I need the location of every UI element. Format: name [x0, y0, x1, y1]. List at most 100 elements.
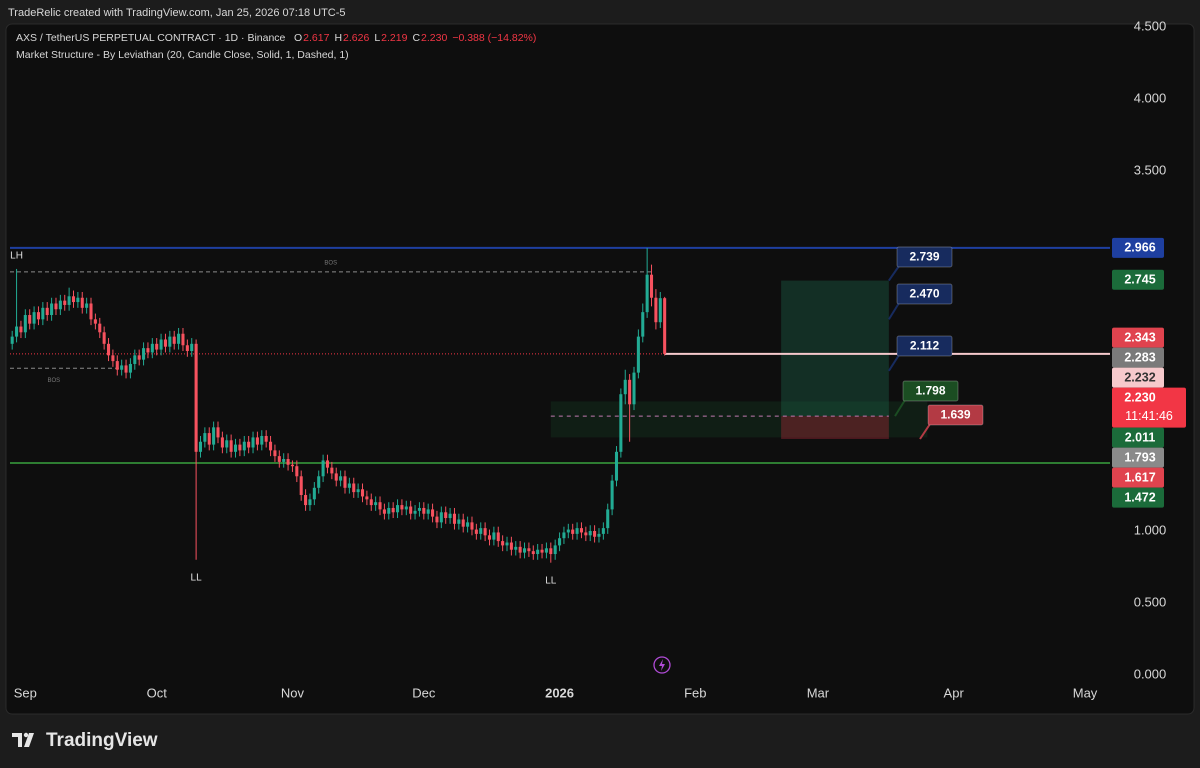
price-label-box	[1112, 487, 1164, 508]
candle-body	[277, 456, 281, 462]
loss-box	[781, 416, 889, 439]
candle-body	[273, 450, 277, 457]
candle-body	[247, 441, 251, 448]
candle-body	[387, 507, 391, 514]
pivot-label: LL	[545, 575, 557, 586]
price-label-box	[1112, 367, 1164, 388]
candle-body	[360, 489, 365, 497]
candle-body	[23, 315, 27, 333]
candle-body	[98, 323, 102, 333]
callout-leader	[888, 302, 900, 320]
price-label: 2.966	[1124, 241, 1155, 255]
candle-body	[106, 343, 111, 356]
candle-body	[194, 343, 198, 452]
callout-leader	[888, 265, 900, 282]
candle-body	[282, 459, 286, 462]
x-tick-label: Mar	[807, 685, 830, 700]
candle-body	[509, 542, 513, 550]
price-label-box	[1112, 427, 1164, 448]
candle-body	[225, 440, 229, 448]
candle-body	[15, 326, 19, 337]
price-label-box	[1112, 327, 1164, 348]
candle-body	[553, 545, 557, 555]
x-tick-label: Sep	[14, 685, 37, 700]
y-tick-label: 0.500	[1134, 594, 1167, 609]
candle-body	[233, 444, 238, 452]
candle-body	[19, 326, 23, 333]
candle-body	[558, 538, 562, 546]
candle-body	[431, 509, 435, 517]
candle-body	[50, 303, 54, 316]
candle-body	[308, 499, 312, 506]
price-label-box	[1112, 269, 1164, 290]
price-label-box	[1112, 467, 1164, 488]
candle-body	[439, 512, 443, 523]
candle-body	[216, 427, 220, 438]
candle-body	[483, 528, 487, 536]
callout-leader	[919, 423, 931, 440]
candle-body	[238, 444, 242, 451]
legend-value: 2.219	[381, 32, 407, 44]
candle-body	[356, 489, 360, 493]
bos-label: BOS	[47, 378, 60, 384]
candle-body	[251, 437, 255, 448]
pivot-label: LH	[10, 251, 23, 262]
x-tick-label: Oct	[147, 685, 168, 700]
candle-body	[155, 343, 159, 350]
candle-body	[177, 333, 181, 344]
candle-body	[28, 315, 32, 324]
logo-dot	[23, 732, 29, 738]
candle-body	[41, 307, 45, 320]
candle-body	[115, 361, 119, 370]
candle-body	[71, 296, 76, 303]
x-tick-label: Apr	[944, 685, 965, 700]
candle-body	[391, 507, 395, 513]
candle-body	[369, 499, 373, 506]
legend-title: AXS / TetherUS PERPETUAL CONTRACT · 1D ·…	[16, 32, 286, 44]
candle-body	[260, 435, 264, 445]
candle-body	[220, 437, 224, 448]
candle-body	[654, 297, 658, 323]
candle-body	[641, 312, 645, 337]
candle-body	[562, 532, 566, 539]
candle-body	[159, 339, 163, 350]
callout-leader	[888, 354, 900, 372]
candle-body	[374, 502, 378, 506]
candle-body	[181, 333, 185, 346]
x-tick-label: May	[1073, 685, 1098, 700]
candle-body	[400, 505, 404, 510]
candle-body	[317, 476, 321, 488]
candle-body	[80, 297, 84, 308]
candle-body	[597, 533, 601, 537]
price-label: 2.011	[1125, 430, 1156, 444]
candle-body	[382, 509, 386, 514]
candle-body	[466, 522, 470, 527]
price-label-box	[1112, 237, 1164, 258]
candle-body	[527, 548, 531, 552]
candle-body	[207, 433, 211, 445]
candle-body	[593, 531, 597, 537]
candle-body	[487, 535, 492, 540]
candle-body	[347, 483, 351, 488]
candle-body	[404, 506, 408, 510]
candle-body	[426, 509, 430, 514]
candle-body	[544, 548, 548, 553]
candle-body	[413, 510, 417, 514]
candle-body	[540, 549, 544, 553]
candle-body	[619, 394, 623, 452]
candle-body	[150, 343, 154, 353]
candle-body	[461, 519, 465, 527]
candle-body	[63, 300, 67, 305]
candle-body	[514, 546, 518, 550]
candle-body	[339, 476, 343, 481]
candle-body	[575, 528, 579, 534]
candle-body	[492, 532, 496, 540]
candle-body	[588, 531, 592, 536]
candle-body	[628, 379, 632, 405]
legend-key: L	[374, 32, 380, 44]
candle-body	[10, 336, 14, 344]
candle-body	[142, 348, 146, 360]
lightning-icon	[653, 656, 671, 674]
price-label: 2.283	[1124, 350, 1155, 364]
callout-label: 1.639	[940, 408, 970, 422]
